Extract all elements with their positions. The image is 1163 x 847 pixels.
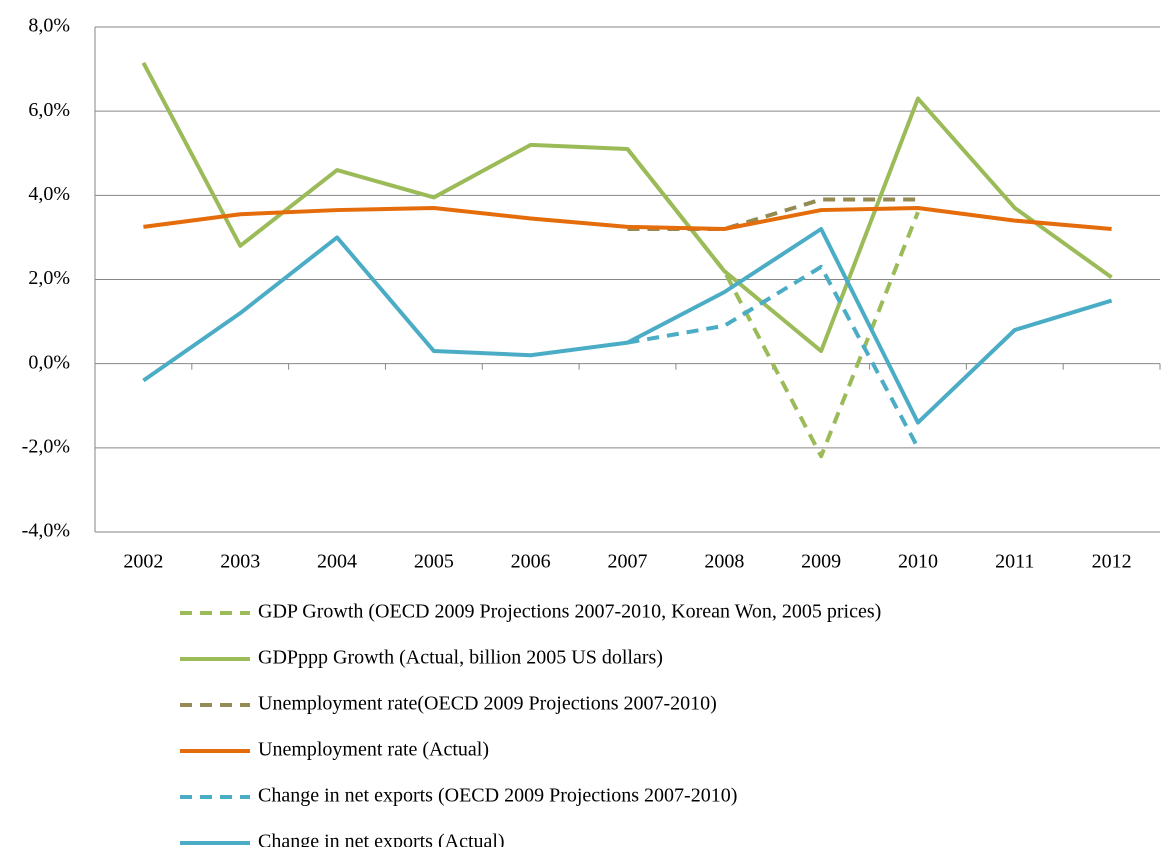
y-tick-label: -2,0% — [22, 435, 70, 457]
x-tick-label: 2010 — [898, 551, 938, 573]
series-line — [625, 147, 920, 459]
x-tick-label: 2011 — [995, 551, 1034, 573]
y-tick-label: -4,0% — [22, 520, 70, 542]
x-tick-label: 2005 — [414, 551, 454, 573]
x-tick-label: 2006 — [511, 551, 551, 573]
x-tick-label: 2009 — [801, 551, 841, 573]
legend-label: GDPppp Growth (Actual, billion 2005 US d… — [258, 647, 663, 669]
y-tick-label: 8,0% — [28, 15, 70, 37]
y-tick-label: 6,0% — [28, 99, 70, 121]
legend-label: Change in net exports (OECD 2009 Project… — [258, 785, 737, 807]
x-tick-label: 2004 — [317, 551, 357, 573]
x-tick-label: 2007 — [608, 551, 648, 573]
x-tick-label: 2008 — [704, 551, 744, 573]
legend-label: Change in net exports (Actual) — [258, 831, 505, 847]
legend-label: Unemployment rate(OECD 2009 Projections … — [258, 693, 717, 715]
series-line — [627, 264, 920, 449]
series-line — [141, 61, 1113, 354]
legend-label: Unemployment rate (Actual) — [258, 739, 489, 761]
y-tick-label: 0,0% — [28, 351, 70, 373]
series-line — [143, 205, 1112, 231]
x-tick-label: 2002 — [123, 551, 163, 573]
legend-label: GDP Growth (OECD 2009 Projections 2007-2… — [258, 601, 881, 623]
y-tick-label: 4,0% — [28, 183, 70, 205]
series-line — [142, 227, 1113, 425]
y-tick-label: 2,0% — [28, 267, 70, 289]
x-tick-label: 2012 — [1092, 551, 1132, 573]
x-tick-label: 2003 — [220, 551, 260, 573]
